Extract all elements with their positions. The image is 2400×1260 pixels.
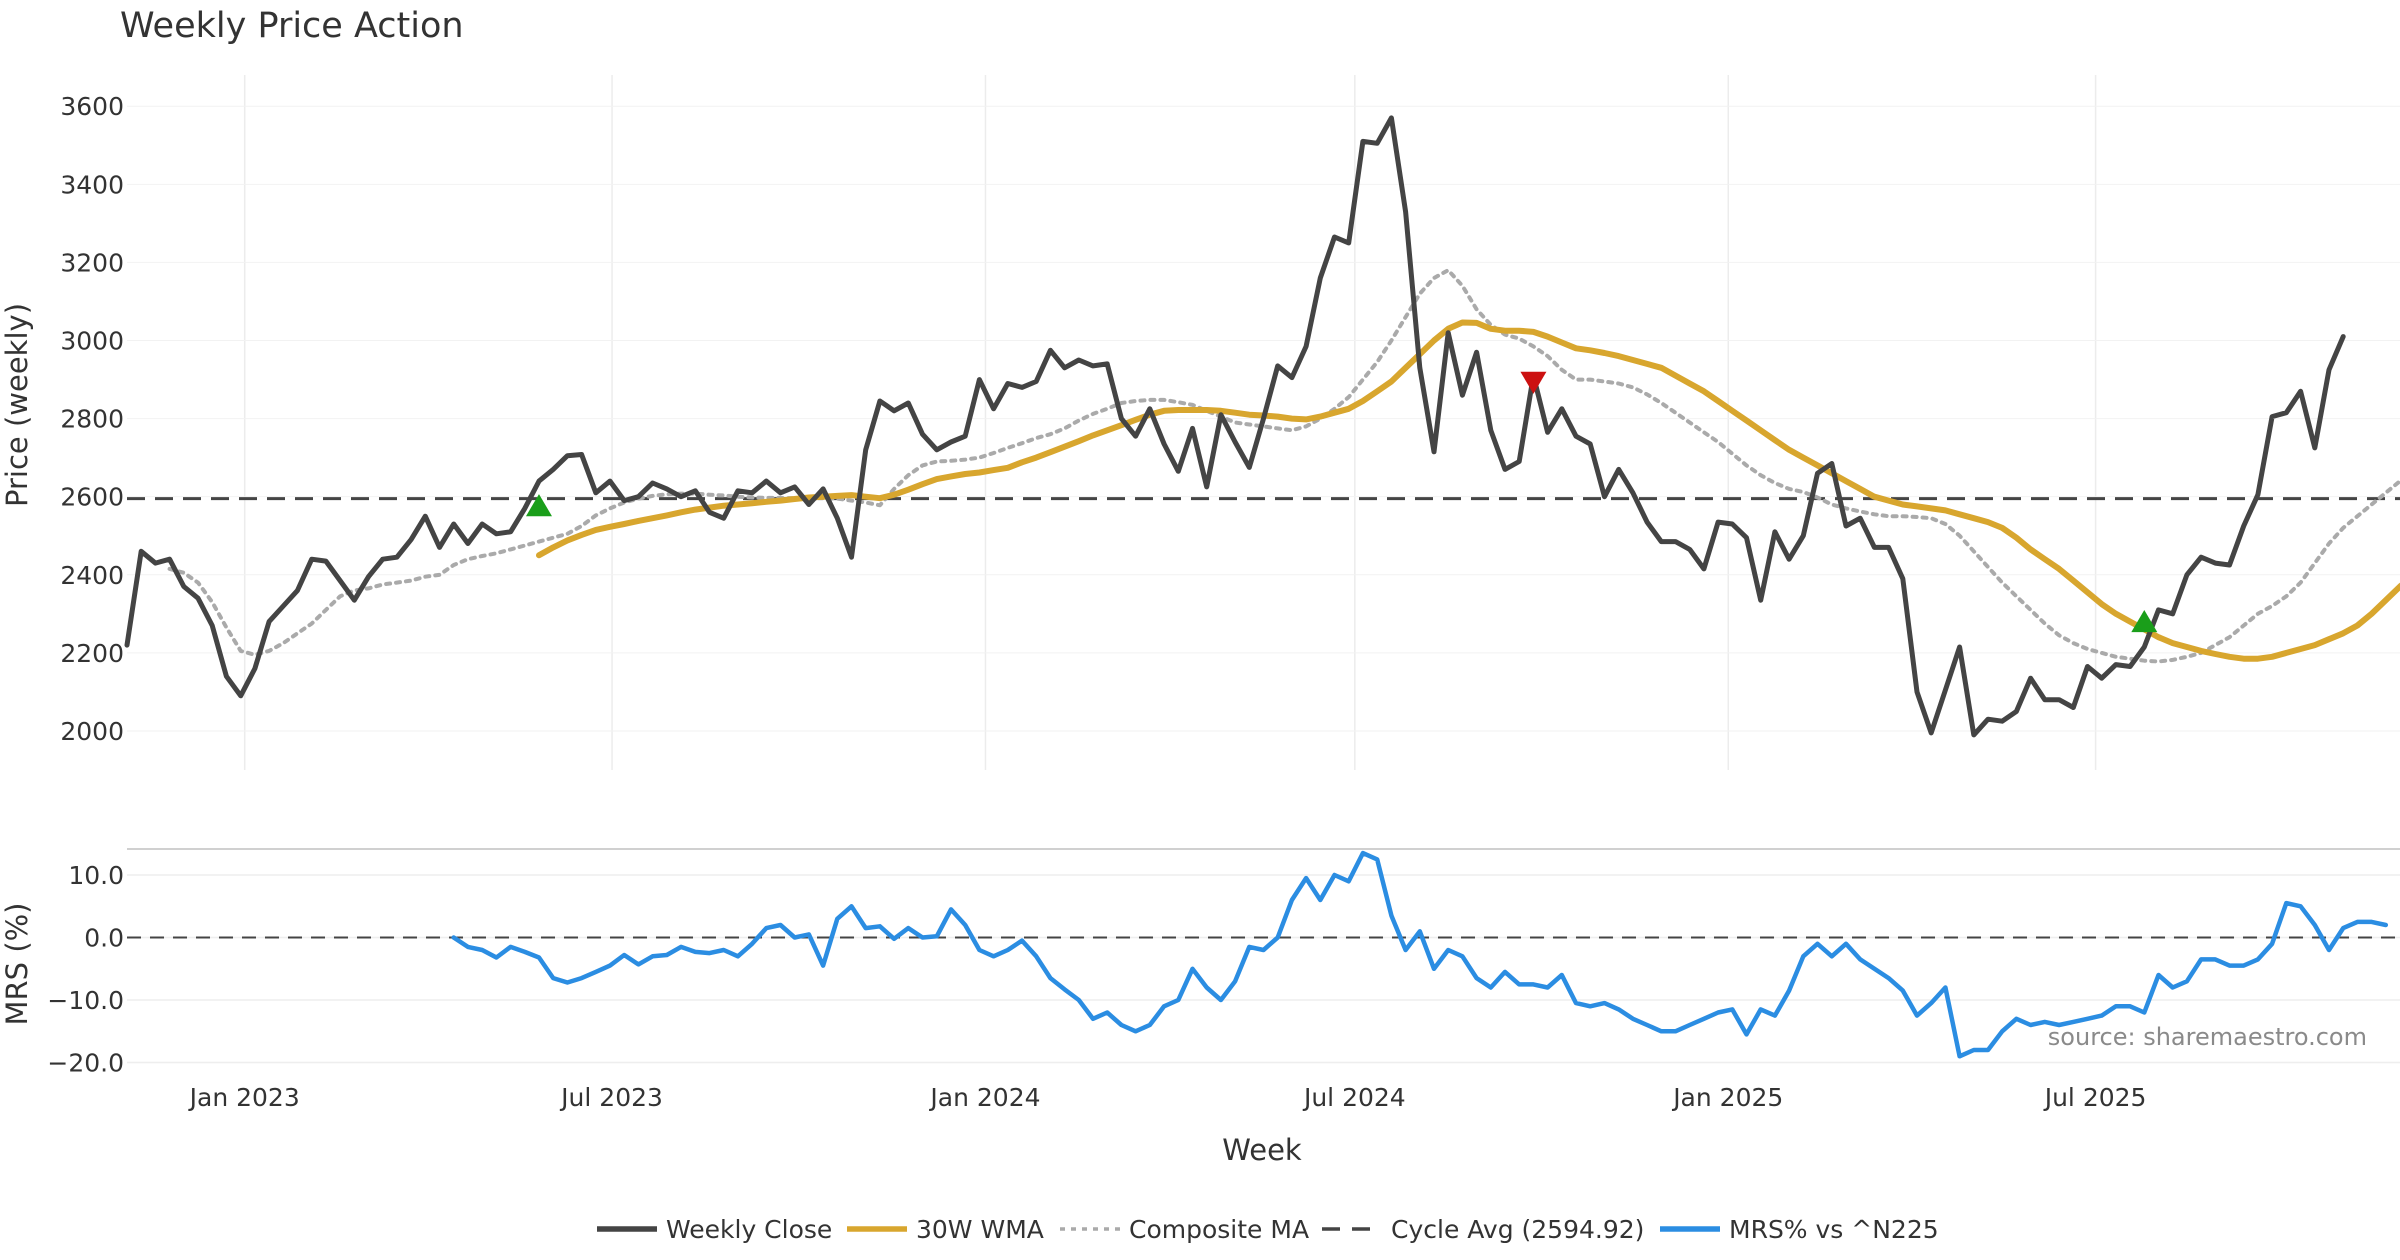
x-tick-label: Jan 2024 — [928, 1083, 1040, 1112]
legend: Weekly Close 30W WMA Composite MA Cycle Avg… — [597, 1215, 1939, 1244]
price-axis-title: Price (weekly) — [0, 303, 34, 507]
mrs-series — [451, 850, 2389, 1059]
series-lines — [124, 115, 2400, 1059]
x-tick-label: Jan 2025 — [1671, 1083, 1783, 1112]
y-tick-label: 2800 — [60, 405, 124, 434]
mrs-tick-label: −10.0 — [47, 986, 124, 1015]
x-tick-label: Jan 2023 — [188, 1083, 300, 1112]
signal-markers — [525, 371, 2158, 633]
x-tick-label: Jul 2024 — [1302, 1083, 1406, 1112]
composite-ma-series — [167, 268, 2400, 664]
legend-label: 30W WMA — [916, 1215, 1044, 1244]
x-tick-label: Jul 2023 — [559, 1083, 663, 1112]
chart-title: Weekly Price Action — [120, 6, 464, 46]
buy-signal-marker — [525, 494, 552, 517]
y-tick-label: 2200 — [60, 639, 124, 668]
legend-label: Composite MA — [1129, 1215, 1309, 1244]
y-tick-label: 3600 — [60, 92, 124, 121]
axes: Jan 2023 Jul 2023 Jan 2024 Jul 2024 Jan 2025… — [47, 92, 2146, 1112]
mrs-tick-label: 0.0 — [84, 924, 124, 953]
reference-lines — [127, 497, 2400, 939]
sell-signal-marker — [1520, 371, 1547, 394]
y-tick-label: 3000 — [60, 327, 124, 356]
legend-label: Weekly Close — [666, 1215, 832, 1244]
x-axis-title: Week — [1222, 1133, 1302, 1167]
y-tick-label: 2400 — [60, 561, 124, 590]
legend-label: Cycle Avg (2594.92) — [1391, 1215, 1644, 1244]
source-credit: source: sharemaestro.com — [2048, 1023, 2367, 1051]
buy-signal-marker — [2131, 610, 2158, 633]
y-tick-label: 2600 — [60, 483, 124, 512]
y-tick-label: 3200 — [60, 248, 124, 277]
x-tick-label: Jul 2025 — [2043, 1083, 2147, 1112]
weekly-close-series — [124, 115, 2346, 738]
mrs-tick-label: −20.0 — [47, 1049, 124, 1078]
y-tick-label: 2000 — [60, 717, 124, 746]
y-tick-label: 3400 — [60, 170, 124, 199]
legend-label: MRS% vs ^N225 — [1729, 1215, 1939, 1244]
mrs-tick-label: 10.0 — [68, 861, 124, 890]
mrs-axis-title: MRS (%) — [0, 903, 34, 1026]
